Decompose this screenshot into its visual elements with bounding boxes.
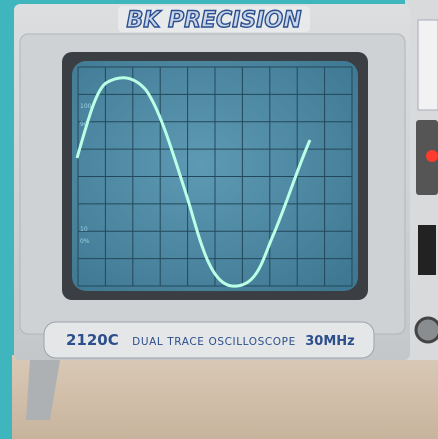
model: 2120C [66,331,119,349]
power-led [426,150,438,162]
screen-marker: 0% [80,238,90,245]
description: DUAL TRACE OSCILLOSCOPE [132,336,296,348]
side-sticker [418,20,438,110]
connector [416,318,438,342]
bandwidth: 30MHz [305,334,354,349]
screen-marker: 10 [80,226,88,233]
page: BK PRECISION 100 90 10 0% 2120C DUAL TRA… [0,0,438,439]
photo: BK PRECISION 100 90 10 0% 2120C DUAL TRA… [0,0,438,439]
screen-marker: 100 [80,103,92,110]
brand: BK PRECISION [126,8,301,33]
side-knob [418,225,436,275]
table [12,355,438,439]
